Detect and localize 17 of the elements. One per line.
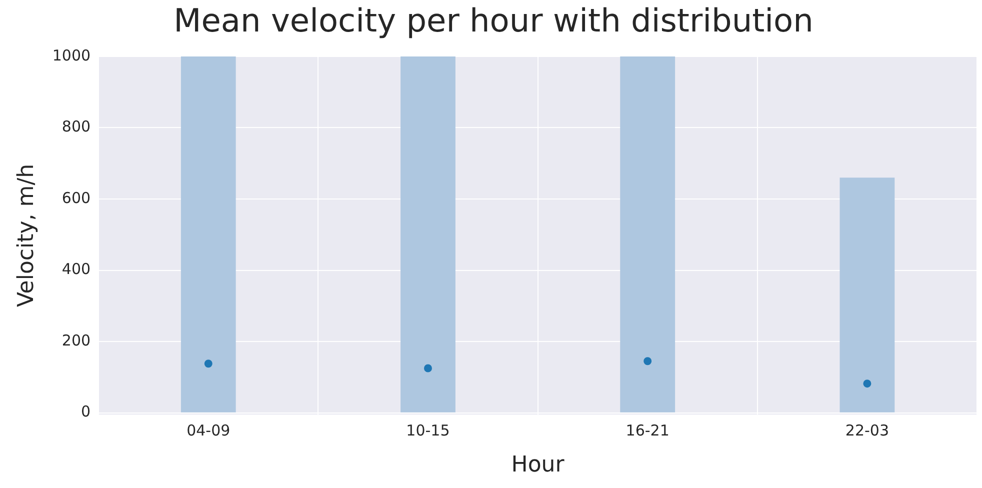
y-tick-label: 1000 [52,46,91,64]
y-tick-label: 0 [81,402,91,421]
chart-title: Mean velocity per hour with distribution [174,2,814,40]
point [863,380,872,388]
y-tick-label: 400 [62,260,91,278]
x-tick-label: 10-15 [406,421,450,440]
y-tick-label: 800 [62,118,91,136]
point [204,360,212,368]
x-axis-title: Hour [511,452,566,478]
y-tick-label: 200 [62,331,91,350]
point [424,364,432,372]
y-axis-title: Velocity, m/h [14,164,39,308]
y-tick-label: 600 [62,188,91,207]
x-tick-label: 16-21 [626,421,670,440]
x-tick-label: 22-03 [845,421,889,440]
x-tick-label: 04-09 [186,421,230,440]
point [644,357,652,366]
